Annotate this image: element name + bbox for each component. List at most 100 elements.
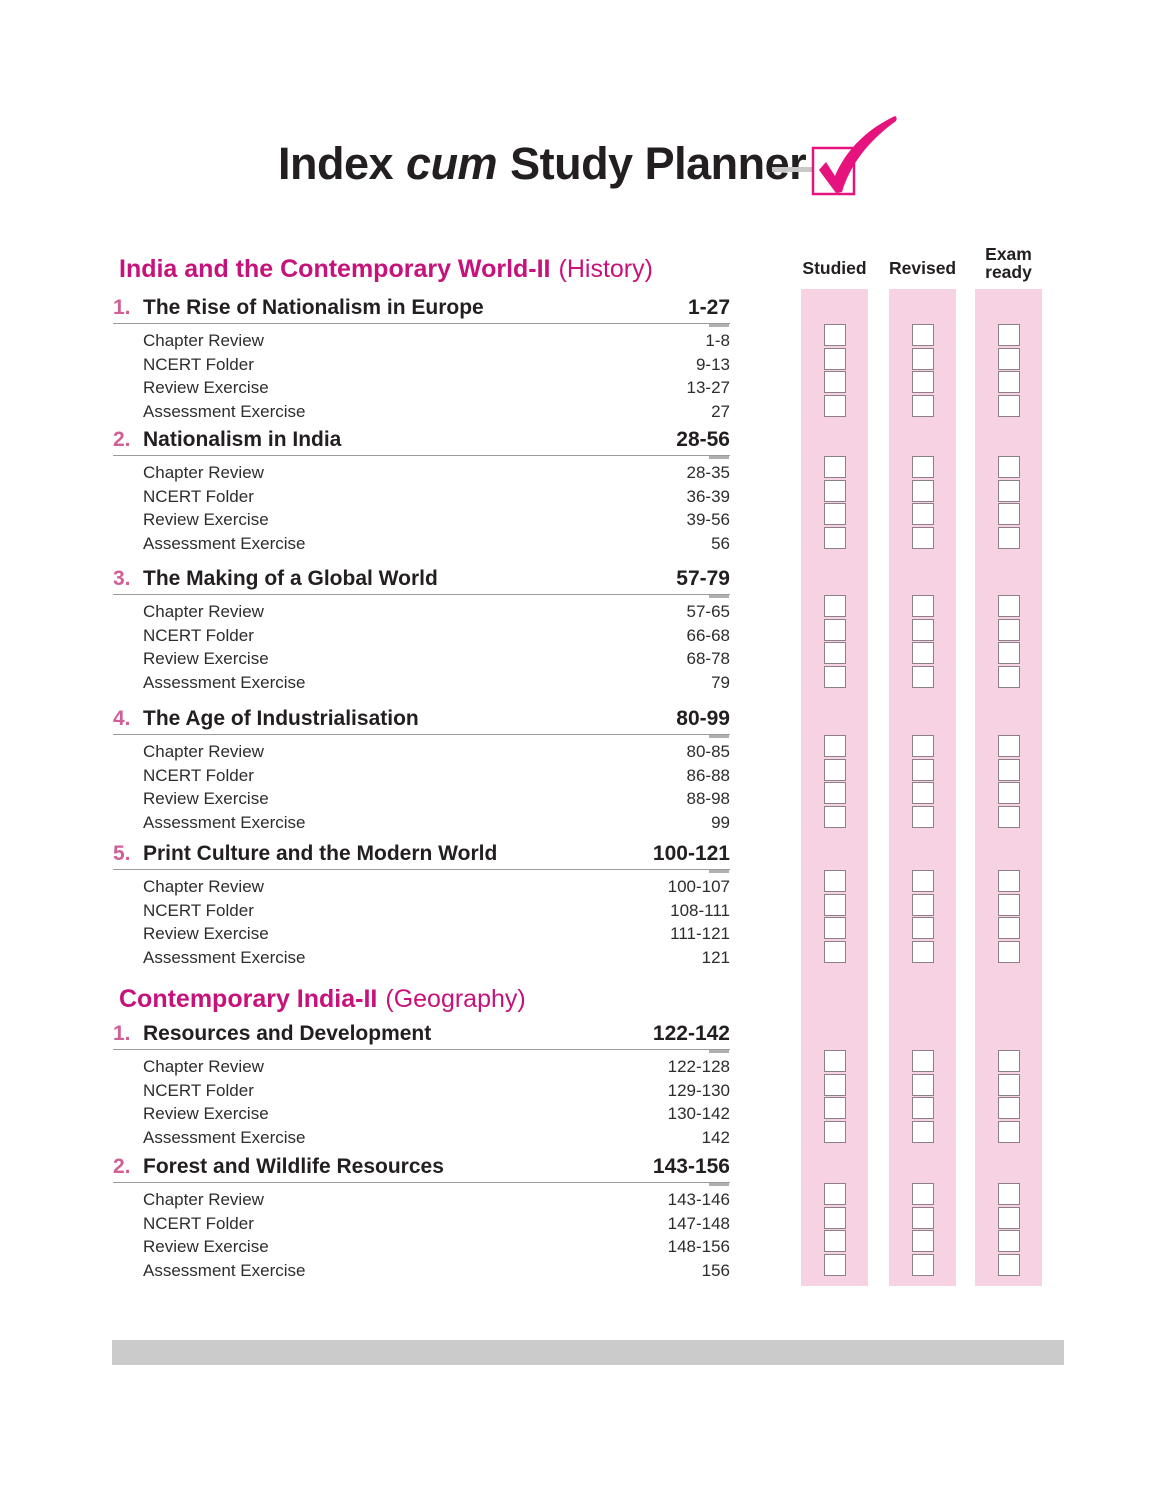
sub-item-row: NCERT Folder 147-148 — [113, 1212, 730, 1236]
checkbox-revised-s1-2-item3[interactable] — [911, 503, 934, 525]
checkbox-exam-ready-s1-2-item1[interactable] — [997, 456, 1020, 478]
checkbox-exam-ready-s1-5-item1[interactable] — [997, 870, 1020, 892]
checkbox-exam-ready-s2-1-item4[interactable] — [997, 1120, 1020, 1143]
checkbox-exam-ready-s1-5-item4[interactable] — [997, 940, 1020, 963]
checkbox-exam-ready-s2-1-item2[interactable] — [997, 1073, 1020, 1096]
checkbox-studied-s1-2-item2[interactable] — [823, 479, 846, 502]
checkbox-exam-ready-s1-3-item1[interactable] — [997, 595, 1020, 617]
checkbox-exam-ready-s1-1-item2[interactable] — [997, 347, 1020, 370]
sub-item-row: Chapter Review 80-85 — [113, 740, 730, 764]
sub-item-label: Chapter Review — [143, 331, 264, 350]
checkbox-exam-ready-s1-1-item4[interactable] — [997, 394, 1020, 417]
sub-item-page-range: 129-130 — [667, 1080, 730, 1100]
checkbox-studied-s1-2-item4[interactable] — [823, 526, 846, 549]
checkbox-revised-s1-1-item1[interactable] — [911, 324, 934, 346]
checkbox-studied-s1-5-item2[interactable] — [823, 893, 846, 916]
checkbox-studied-s1-4-item2[interactable] — [823, 758, 846, 781]
checkbox-exam-ready-s2-2-item2[interactable] — [997, 1206, 1020, 1229]
checkbox-revised-s1-4-item4[interactable] — [911, 805, 934, 828]
checkbox-revised-s1-3-item4[interactable] — [911, 665, 934, 688]
checkbox-studied-s1-5-item4[interactable] — [823, 940, 846, 963]
checkbox-revised-s1-4-item1[interactable] — [911, 735, 934, 757]
sub-item-label: NCERT Folder — [143, 354, 254, 374]
checkbox-revised-s1-3-item1[interactable] — [911, 595, 934, 617]
checkbox-studied-s1-4-item4[interactable] — [823, 805, 846, 828]
checkbox-revised-s2-2-item1[interactable] — [911, 1183, 934, 1205]
checkbox-exam-ready-s1-2-item3[interactable] — [997, 503, 1020, 525]
checkbox-revised-s2-1-item1[interactable] — [911, 1050, 934, 1072]
checkbox-revised-s1-4-item3[interactable] — [911, 782, 934, 804]
checkbox-exam-ready-s1-4-item4[interactable] — [997, 805, 1020, 828]
checkbox-exam-ready-s1-1-item1[interactable] — [997, 324, 1020, 346]
checkbox-exam-ready-s2-2-item4[interactable] — [997, 1253, 1020, 1276]
checkbox-exam-ready-s1-4-item3[interactable] — [997, 782, 1020, 804]
checkbox-exam-ready-s1-2-item2[interactable] — [997, 479, 1020, 502]
checkbox-exam-ready-s1-3-item4[interactable] — [997, 665, 1020, 688]
checkbox-exam-ready-s1-3-item3[interactable] — [997, 642, 1020, 664]
checkbox-exam-ready-s1-4-item2[interactable] — [997, 758, 1020, 781]
checkbox-exam-ready-s1-1-item3[interactable] — [997, 371, 1020, 393]
checkbox-exam-ready-s1-4-item1[interactable] — [997, 735, 1020, 757]
checkbox-studied-s1-2-item3[interactable] — [823, 503, 846, 525]
checkbox-studied-s1-3-item1[interactable] — [823, 595, 846, 617]
checkbox-revised-s1-5-item1[interactable] — [911, 870, 934, 892]
chapter-number: 1. — [113, 1022, 131, 1045]
checkbox-exam-ready-s2-2-item1[interactable] — [997, 1183, 1020, 1205]
checkbox-revised-s2-2-item4[interactable] — [911, 1253, 934, 1276]
sub-item-label: Review Exercise — [143, 924, 269, 944]
checkbox-studied-s2-1-item2[interactable] — [823, 1073, 846, 1096]
checkbox-group-exam-ready-s1-2 — [997, 456, 1020, 550]
checkbox-studied-s1-1-item3[interactable] — [823, 371, 846, 393]
checkbox-studied-s1-4-item3[interactable] — [823, 782, 846, 804]
checkbox-studied-s1-4-item1[interactable] — [823, 735, 846, 757]
checkbox-exam-ready-s1-3-item2[interactable] — [997, 618, 1020, 641]
checkbox-studied-s2-2-item3[interactable] — [823, 1230, 846, 1252]
checkbox-revised-s1-1-item3[interactable] — [911, 371, 934, 393]
checkbox-revised-s1-2-item2[interactable] — [911, 479, 934, 502]
chapter-title: Forest and Wildlife Resources — [143, 1155, 444, 1178]
checkbox-revised-s1-1-item4[interactable] — [911, 394, 934, 417]
checkbox-studied-s1-3-item4[interactable] — [823, 665, 846, 688]
checkbox-revised-s2-1-item3[interactable] — [911, 1097, 934, 1119]
checkbox-studied-s1-2-item1[interactable] — [823, 456, 846, 478]
checkbox-exam-ready-s1-5-item3[interactable] — [997, 917, 1020, 939]
checkbox-studied-s1-1-item2[interactable] — [823, 347, 846, 370]
checkbox-revised-s2-1-item2[interactable] — [911, 1073, 934, 1096]
sub-item-page-range: 130-142 — [667, 1104, 730, 1124]
checkbox-studied-s1-1-item1[interactable] — [823, 324, 846, 346]
checkbox-exam-ready-s2-2-item3[interactable] — [997, 1230, 1020, 1252]
checkbox-studied-s2-1-item4[interactable] — [823, 1120, 846, 1143]
checkbox-studied-s2-2-item1[interactable] — [823, 1183, 846, 1205]
checkbox-revised-s1-4-item2[interactable] — [911, 758, 934, 781]
checkbox-revised-s2-2-item3[interactable] — [911, 1230, 934, 1252]
checkbox-revised-s1-5-item3[interactable] — [911, 917, 934, 939]
checkbox-studied-s1-5-item3[interactable] — [823, 917, 846, 939]
checkbox-revised-s1-3-item3[interactable] — [911, 642, 934, 664]
checkbox-group-revised-s2-2 — [911, 1183, 934, 1277]
checkbox-exam-ready-s1-5-item2[interactable] — [997, 893, 1020, 916]
checkbox-studied-s2-1-item1[interactable] — [823, 1050, 846, 1072]
sub-item-row: Review Exercise 130-142 — [113, 1102, 730, 1126]
sub-item-page-range: 66-68 — [686, 625, 730, 645]
checkbox-revised-s1-1-item2[interactable] — [911, 347, 934, 370]
checkbox-studied-s1-1-item4[interactable] — [823, 394, 846, 417]
chapter-header-row: 3. The Making of a Global World 57-79 — [113, 568, 730, 598]
checkbox-studied-s2-2-item2[interactable] — [823, 1206, 846, 1229]
checkbox-group-studied-s2-1 — [823, 1050, 846, 1144]
checkbox-exam-ready-s1-2-item4[interactable] — [997, 526, 1020, 549]
checkbox-studied-s1-3-item3[interactable] — [823, 642, 846, 664]
checkbox-studied-s1-3-item2[interactable] — [823, 618, 846, 641]
checkbox-exam-ready-s2-1-item1[interactable] — [997, 1050, 1020, 1072]
checkbox-revised-s2-2-item2[interactable] — [911, 1206, 934, 1229]
sub-item-row: Review Exercise 13-27 — [113, 376, 730, 400]
checkbox-exam-ready-s2-1-item3[interactable] — [997, 1097, 1020, 1119]
checkbox-revised-s1-2-item1[interactable] — [911, 456, 934, 478]
checkbox-revised-s1-3-item2[interactable] — [911, 618, 934, 641]
checkbox-revised-s1-5-item4[interactable] — [911, 940, 934, 963]
checkbox-studied-s2-1-item3[interactable] — [823, 1097, 846, 1119]
checkbox-studied-s2-2-item4[interactable] — [823, 1253, 846, 1276]
checkbox-studied-s1-5-item1[interactable] — [823, 870, 846, 892]
checkbox-revised-s1-2-item4[interactable] — [911, 526, 934, 549]
checkbox-revised-s1-5-item2[interactable] — [911, 893, 934, 916]
checkbox-revised-s2-1-item4[interactable] — [911, 1120, 934, 1143]
